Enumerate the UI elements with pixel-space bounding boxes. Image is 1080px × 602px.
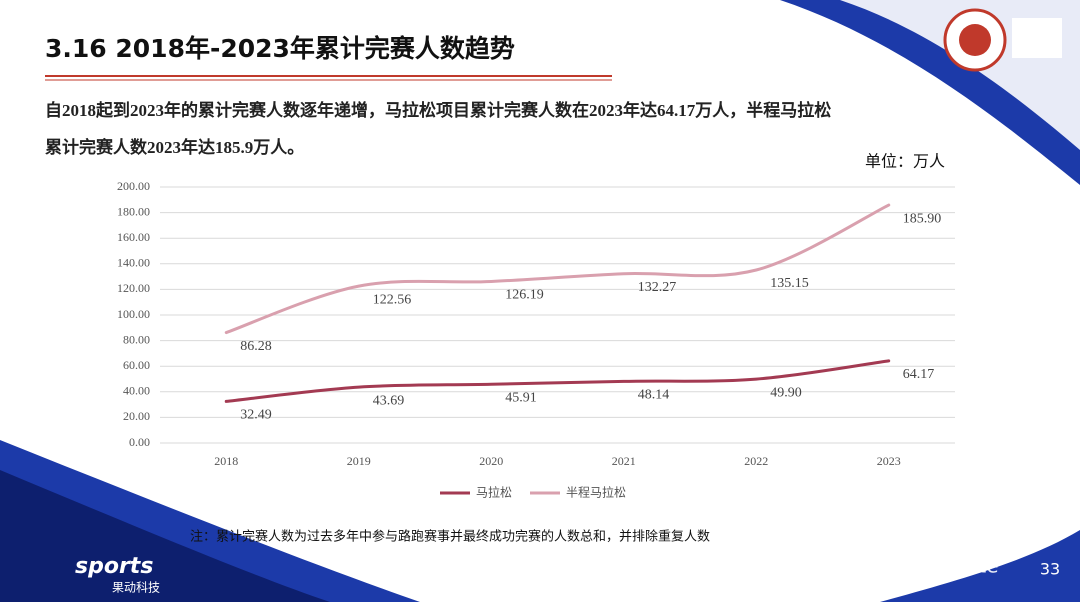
x-tick-label: 2021 — [612, 454, 636, 468]
y-tick-label: 160.00 — [117, 230, 150, 244]
footnote: 注：累计完赛人数为过去多年中参与路跑赛事并最终成功完赛的人数总和，并排除重复人数 — [190, 529, 710, 545]
x-tick-label: 2019 — [347, 454, 371, 468]
y-tick-label: 100.00 — [117, 307, 150, 321]
legend-label: 半程马拉松 — [566, 485, 626, 500]
x-tick-label: 2020 — [479, 454, 503, 468]
description: 自2018起到2023年的累计完赛人数逐年递增，马拉松项目累计完赛人数在2023… — [45, 100, 831, 120]
data-label: 126.19 — [505, 288, 544, 303]
y-tick-label: 60.00 — [123, 358, 150, 372]
y-tick-label: 40.00 — [123, 384, 150, 398]
watermark: @精英跑者elite — [855, 554, 999, 578]
data-label: 43.69 — [373, 393, 405, 408]
bottom-right-swoosh — [880, 530, 1080, 602]
description: 累计完赛人数2023年达185.9万人。 — [45, 137, 304, 157]
series-line — [224, 359, 891, 403]
y-tick-label: 140.00 — [117, 256, 150, 270]
y-tick-label: 80.00 — [123, 332, 150, 346]
x-tick-label: 2022 — [744, 454, 768, 468]
data-label: 49.90 — [770, 385, 802, 400]
data-label: 64.17 — [903, 367, 935, 382]
legend-label: 马拉松 — [476, 485, 512, 500]
data-label: 185.90 — [903, 211, 942, 226]
page-number: 33 — [1040, 560, 1060, 579]
y-tick-label: 120.00 — [117, 281, 150, 295]
series-line — [224, 203, 891, 335]
logo2 — [1012, 18, 1062, 58]
brand-sub: 果动科技 — [112, 581, 160, 595]
y-tick-label: 0.00 — [129, 435, 150, 449]
unit-label: 单位：万人 — [865, 152, 945, 171]
data-label: 135.15 — [770, 276, 809, 291]
slide-title: 3.16 2018年-2023年累计完赛人数趋势 — [45, 34, 515, 63]
brand: sports — [75, 554, 153, 579]
data-label: 132.27 — [638, 280, 677, 295]
data-label: 86.28 — [240, 339, 272, 354]
data-label: 122.56 — [373, 292, 412, 307]
y-tick-label: 200.00 — [117, 179, 150, 193]
x-tick-label: 2023 — [877, 454, 901, 468]
data-label: 32.49 — [240, 408, 272, 423]
logo-center — [959, 24, 991, 56]
data-label: 45.91 — [505, 390, 537, 405]
y-tick-label: 20.00 — [123, 409, 150, 423]
x-tick-label: 2018 — [214, 454, 238, 468]
data-label: 48.14 — [638, 388, 670, 403]
bottom-swoosh-dark — [0, 470, 330, 602]
y-tick-label: 180.00 — [117, 204, 150, 218]
